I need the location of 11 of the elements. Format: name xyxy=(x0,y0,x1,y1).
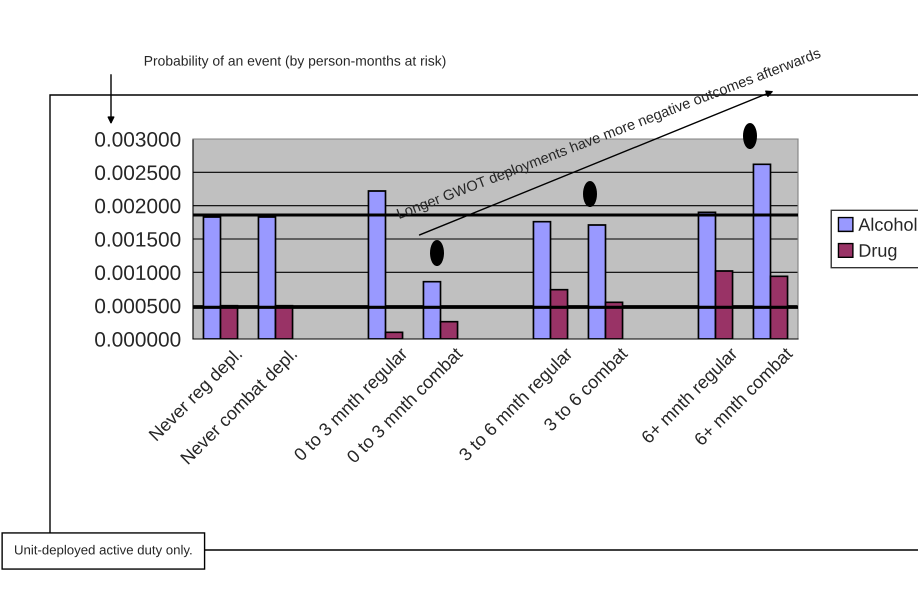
text: Unit-deployed active duty only. xyxy=(15,544,192,558)
legend-label: Alcohol xyxy=(858,218,916,231)
y-tick-label: 0.001500 xyxy=(95,232,180,247)
y-tick-label: 0.002000 xyxy=(95,198,180,214)
y-tick-label: 0.000000 xyxy=(95,332,180,347)
y-tick-label: 0.001000 xyxy=(95,265,180,280)
legend-label: Drug xyxy=(860,244,896,260)
y-tick-label: 0.002500 xyxy=(95,165,180,180)
y-tick-label: 0.000500 xyxy=(95,298,180,314)
y-axis-title: Probability of an event (by person-months at risk) xyxy=(144,56,446,68)
y-tick-label: 0.003000 xyxy=(95,132,180,147)
